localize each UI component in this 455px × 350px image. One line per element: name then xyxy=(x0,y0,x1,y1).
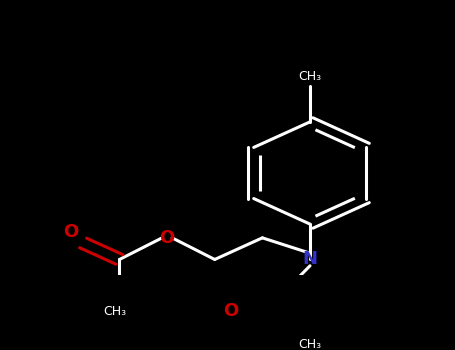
Text: CH₃: CH₃ xyxy=(103,305,126,318)
Text: O: O xyxy=(160,229,175,247)
Text: O: O xyxy=(223,302,238,320)
Text: O: O xyxy=(63,223,78,240)
Text: N: N xyxy=(303,251,318,268)
Text: CH₃: CH₃ xyxy=(298,338,322,350)
Text: CH₃: CH₃ xyxy=(298,70,322,83)
